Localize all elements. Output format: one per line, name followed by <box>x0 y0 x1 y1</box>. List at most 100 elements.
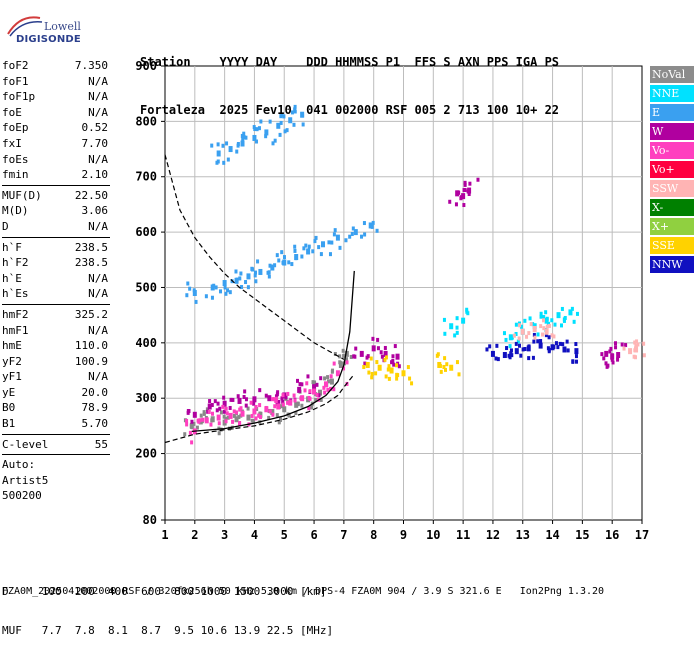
echo-speckle <box>319 397 323 402</box>
echo-speckle <box>264 393 268 398</box>
echo-speckle <box>468 181 472 186</box>
echo-speckle <box>221 404 225 409</box>
echo-speckle <box>559 323 563 328</box>
param-name: h`F2 <box>2 256 29 270</box>
echo-point <box>240 140 245 147</box>
echo-speckle <box>528 316 532 321</box>
echo-speckle <box>280 404 284 409</box>
echo-speckle <box>463 180 467 185</box>
x-tick-label: 8 <box>370 528 377 542</box>
echo-speckle <box>293 109 297 114</box>
echo-speckle <box>545 316 549 321</box>
param-value: N/A <box>88 287 108 301</box>
echo-speckle <box>268 263 272 268</box>
echo-point <box>538 342 543 349</box>
echo-speckle <box>574 354 578 359</box>
echo-speckle <box>223 285 227 290</box>
echo-speckle <box>463 182 467 187</box>
echo-point <box>329 378 334 385</box>
station-header: Station YYYY DAY DDD HHMMSS P1 FFS S AXN… <box>140 22 559 134</box>
echo-point <box>383 350 388 357</box>
legend-item-nne: NNE <box>650 85 694 102</box>
echo-point <box>288 399 293 406</box>
echo-speckle <box>193 413 197 418</box>
param-name: MUF(D) <box>2 188 42 202</box>
echo-speckle <box>541 332 545 337</box>
echo-speckle <box>266 270 270 275</box>
echo-speckle <box>519 353 523 358</box>
echo-speckle <box>319 376 323 381</box>
echo-speckle <box>225 411 229 416</box>
echo-speckle <box>323 376 327 381</box>
echo-point <box>490 350 495 357</box>
echo-speckle <box>264 405 268 410</box>
echo-point <box>318 389 323 396</box>
echo-speckle <box>313 380 317 385</box>
file-info: FZA0M_2025041002000.RSF / 320fx256h 50 k… <box>2 586 605 597</box>
echo-speckle <box>258 403 262 408</box>
echo-speckle <box>234 410 238 415</box>
echo-speckle <box>348 234 352 239</box>
echo-speckle <box>329 386 333 391</box>
echo-point <box>204 417 209 424</box>
echo-speckle <box>345 360 349 365</box>
echo-point <box>192 290 197 296</box>
echo-speckle <box>224 406 228 411</box>
echo-speckle <box>226 415 230 420</box>
echo-speckle <box>552 334 556 339</box>
echo-speckle <box>395 363 399 368</box>
echo-speckle <box>231 397 235 402</box>
echo-speckle <box>186 281 190 286</box>
echo-speckle <box>307 406 311 411</box>
legend-item-e: E <box>650 104 694 121</box>
echo-speckle <box>370 224 374 229</box>
y-tick-label: 900 <box>135 59 157 73</box>
echo-point <box>628 348 633 355</box>
echo-speckle <box>275 392 279 397</box>
echo-speckle <box>295 378 299 383</box>
param-value: 22.50 <box>74 188 108 202</box>
echo-point <box>449 364 454 371</box>
param-value: 7.70 <box>81 136 109 150</box>
echo-speckle <box>390 360 394 365</box>
echo-speckle <box>294 256 298 261</box>
param-value: N/A <box>88 370 108 384</box>
echo-speckle <box>287 413 291 418</box>
echo-point <box>395 353 400 360</box>
echo-speckle <box>604 361 608 366</box>
auto-text: Artist5 <box>2 473 49 487</box>
echo-speckle <box>456 190 460 195</box>
echo-speckle <box>242 395 246 400</box>
echo-point <box>401 370 406 377</box>
echo-speckle <box>563 315 567 320</box>
logo-lowell-text: Lowell <box>44 20 81 33</box>
param-row: h`F2 238.5 <box>2 255 110 271</box>
echo-speckle <box>443 331 447 336</box>
echo-speckle <box>476 177 480 182</box>
x-tick-label: 6 <box>310 528 317 542</box>
echo-speckle <box>293 398 297 403</box>
echo-point <box>344 350 349 357</box>
legend-item-w: W <box>650 123 694 140</box>
x-tick-label: 15 <box>575 528 589 542</box>
echo-point <box>520 328 525 335</box>
echo-speckle <box>466 311 470 316</box>
echo-speckle <box>229 397 233 402</box>
logo-digisonde-text: DIGISONDE <box>16 34 81 45</box>
echo-speckle <box>396 373 400 378</box>
echo-speckle <box>496 357 500 362</box>
echo-speckle <box>542 315 546 320</box>
logo-arc-icon <box>7 16 43 37</box>
echo-speckle <box>328 252 332 257</box>
echo-speckle <box>214 285 218 290</box>
echo-point <box>556 312 561 319</box>
echo-speckle <box>556 345 560 350</box>
digisonde-logo: Lowell DIGISONDE <box>4 8 81 45</box>
echo-speckle <box>268 119 272 124</box>
param-value: 7.350 <box>74 59 108 72</box>
echo-speckle <box>611 360 615 365</box>
echo-speckle <box>442 364 446 369</box>
ionogram-chart: 1 2 3 4 5 6 7 8 9 10 11 12 13 14 15 16 17802003004005006… <box>135 59 649 542</box>
param-value: 100.9 <box>74 354 108 368</box>
echo-speckle <box>341 348 345 353</box>
